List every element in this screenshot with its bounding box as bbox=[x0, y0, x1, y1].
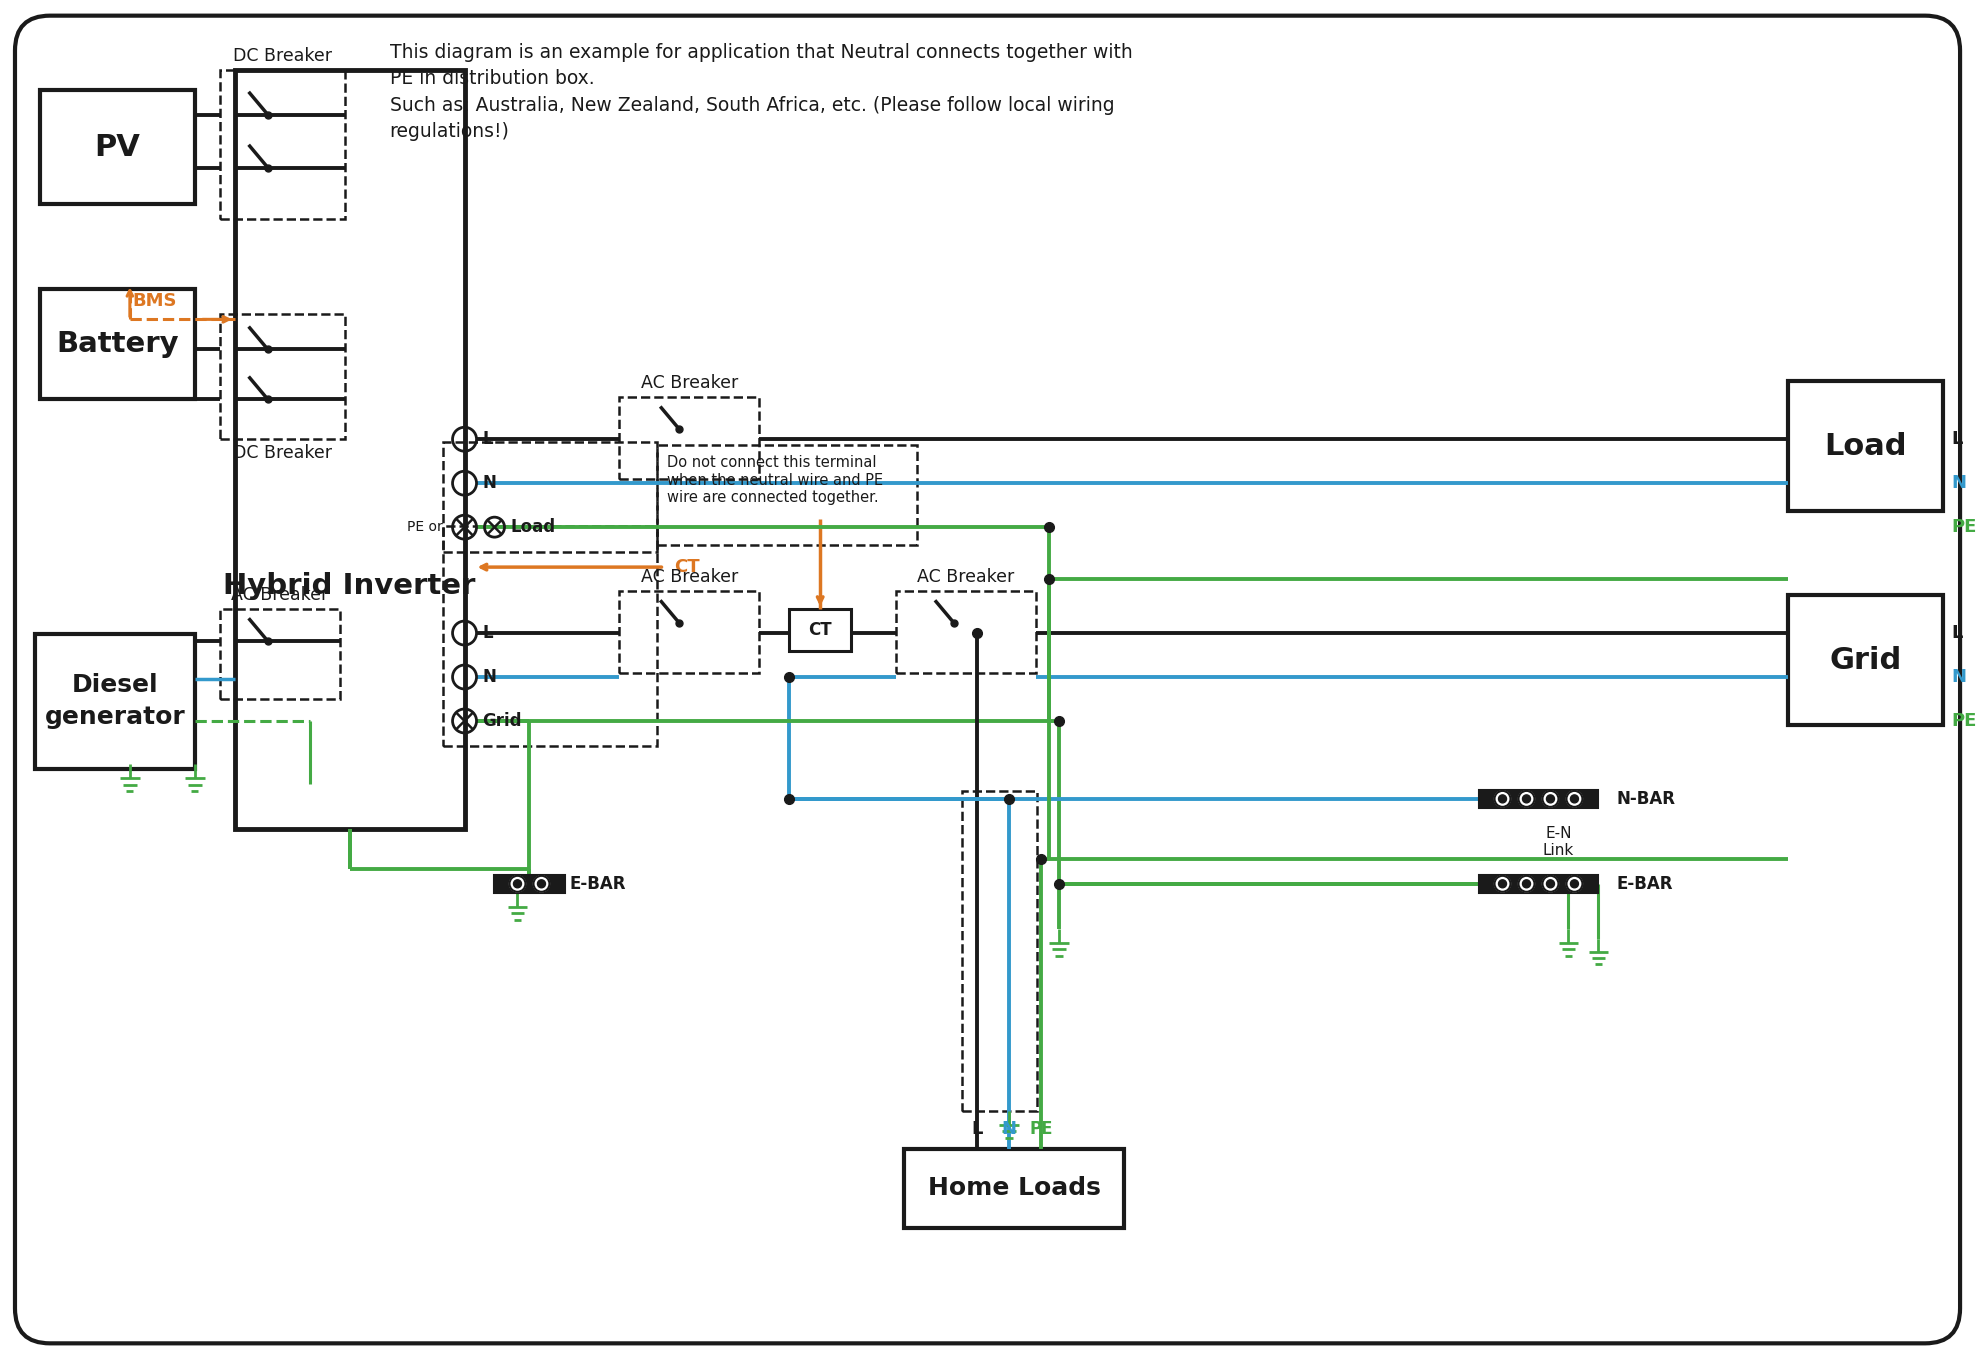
Text: Diesel: Diesel bbox=[71, 674, 158, 697]
Bar bbox=[789, 609, 852, 651]
Text: Grid: Grid bbox=[482, 712, 522, 730]
Text: CT: CT bbox=[809, 621, 832, 639]
Circle shape bbox=[534, 875, 550, 892]
Bar bbox=[1789, 595, 1943, 724]
Circle shape bbox=[1546, 795, 1554, 803]
Bar bbox=[36, 635, 196, 769]
Text: Battery: Battery bbox=[55, 330, 178, 359]
Text: Load: Load bbox=[510, 518, 556, 537]
Circle shape bbox=[1495, 875, 1510, 892]
Text: N: N bbox=[482, 669, 496, 686]
Circle shape bbox=[1542, 875, 1558, 892]
Bar bbox=[1789, 382, 1943, 511]
Text: Do not connect this terminal
when the neutral wire and PE
wire are connected tog: Do not connect this terminal when the ne… bbox=[668, 455, 884, 506]
Circle shape bbox=[1518, 791, 1534, 807]
Text: PE: PE bbox=[1951, 518, 1977, 537]
Text: PV: PV bbox=[95, 133, 140, 162]
FancyBboxPatch shape bbox=[16, 16, 1959, 1343]
Text: generator: generator bbox=[45, 705, 186, 730]
Text: L: L bbox=[482, 431, 492, 448]
Bar bbox=[443, 442, 656, 552]
Text: AC Breaker: AC Breaker bbox=[641, 374, 737, 393]
Text: This diagram is an example for application that Neutral connects together with
P: This diagram is an example for applicati… bbox=[389, 42, 1133, 141]
Text: CT: CT bbox=[674, 559, 700, 576]
Text: Grid: Grid bbox=[1829, 646, 1902, 674]
Bar bbox=[235, 69, 465, 829]
Text: AC Breaker: AC Breaker bbox=[917, 568, 1014, 586]
Text: PE: PE bbox=[1030, 1120, 1052, 1137]
Bar bbox=[219, 69, 344, 219]
Circle shape bbox=[514, 879, 522, 887]
Circle shape bbox=[1518, 875, 1534, 892]
Text: DC Breaker: DC Breaker bbox=[233, 46, 332, 65]
Text: E-N
Link: E-N Link bbox=[1542, 826, 1574, 858]
Text: N: N bbox=[1951, 474, 1965, 492]
Text: PE or: PE or bbox=[407, 520, 443, 534]
Circle shape bbox=[510, 875, 526, 892]
Text: PE: PE bbox=[1951, 712, 1977, 730]
Bar bbox=[1479, 875, 1599, 893]
Bar bbox=[40, 90, 196, 204]
Circle shape bbox=[538, 879, 546, 887]
Text: DC Breaker: DC Breaker bbox=[233, 444, 332, 462]
Bar bbox=[619, 397, 759, 480]
Text: L: L bbox=[1951, 431, 1963, 448]
Text: E-BAR: E-BAR bbox=[569, 875, 627, 893]
Circle shape bbox=[1499, 879, 1506, 887]
Text: Load: Load bbox=[1825, 432, 1908, 461]
Circle shape bbox=[1522, 795, 1530, 803]
Text: N: N bbox=[1002, 1120, 1016, 1137]
Bar bbox=[40, 289, 196, 400]
Bar bbox=[896, 591, 1036, 673]
Text: Hybrid Inverter: Hybrid Inverter bbox=[223, 572, 476, 599]
Bar bbox=[619, 591, 759, 673]
Bar bbox=[494, 875, 565, 893]
Text: N-BAR: N-BAR bbox=[1617, 790, 1675, 807]
Text: N: N bbox=[482, 474, 496, 492]
Circle shape bbox=[1522, 879, 1530, 887]
Circle shape bbox=[1570, 795, 1578, 803]
Text: N: N bbox=[1951, 669, 1965, 686]
Circle shape bbox=[1566, 875, 1582, 892]
Bar bbox=[903, 1148, 1123, 1229]
Text: L: L bbox=[1951, 624, 1963, 641]
Circle shape bbox=[1546, 879, 1554, 887]
Text: BMS: BMS bbox=[132, 292, 178, 310]
Bar bbox=[963, 791, 1038, 1110]
Bar bbox=[219, 609, 340, 699]
Text: AC Breaker: AC Breaker bbox=[641, 568, 737, 586]
Circle shape bbox=[1499, 795, 1506, 803]
Circle shape bbox=[1542, 791, 1558, 807]
Text: Home Loads: Home Loads bbox=[927, 1177, 1101, 1200]
Text: L: L bbox=[482, 624, 492, 641]
Circle shape bbox=[1570, 879, 1578, 887]
Bar bbox=[219, 314, 344, 439]
Bar bbox=[443, 526, 656, 746]
Bar bbox=[656, 446, 917, 545]
Circle shape bbox=[1566, 791, 1582, 807]
Text: AC Breaker: AC Breaker bbox=[231, 586, 328, 605]
Bar bbox=[1479, 790, 1599, 807]
Circle shape bbox=[1495, 791, 1510, 807]
Text: E-BAR: E-BAR bbox=[1617, 875, 1673, 893]
Text: L: L bbox=[971, 1120, 983, 1137]
